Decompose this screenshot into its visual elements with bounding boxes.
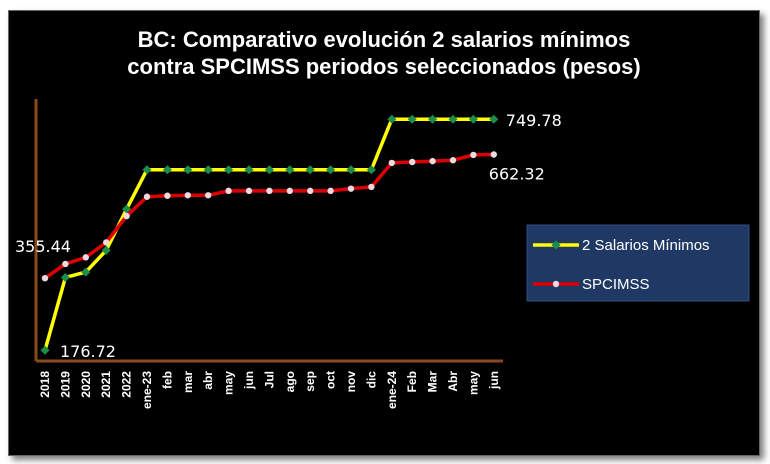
data-point xyxy=(448,114,458,124)
data-point xyxy=(40,345,50,355)
x-tick-label: may xyxy=(222,371,236,395)
data-point xyxy=(101,245,111,255)
x-tick-label: ene-23 xyxy=(140,371,154,409)
axes xyxy=(34,99,503,363)
x-tick-label: abr xyxy=(201,371,215,390)
data-point xyxy=(305,165,315,175)
x-tick-label: Abr xyxy=(446,371,460,392)
data-point xyxy=(264,165,274,175)
data-point xyxy=(142,165,152,175)
legend-marker xyxy=(552,280,560,288)
data-point xyxy=(407,114,417,124)
x-tick-label: 2021 xyxy=(99,371,113,398)
data-point xyxy=(62,260,69,268)
data-point xyxy=(326,165,336,175)
data-point xyxy=(245,187,253,195)
data-point xyxy=(307,187,314,195)
x-tick-label: mar xyxy=(181,371,195,393)
data-labels: 355.44 176.72 749.78 662.32 xyxy=(15,111,562,361)
data-point xyxy=(184,192,191,199)
chart-frame: BC: Comparativo evolución 2 salarios mín… xyxy=(8,10,760,456)
data-point xyxy=(490,151,497,158)
data-point xyxy=(387,114,397,124)
x-tick-label: 2022 xyxy=(120,371,134,398)
legend-label: SPCIMSS xyxy=(582,276,650,293)
data-point xyxy=(468,114,478,124)
data-point xyxy=(266,187,273,195)
x-tick-label: jun xyxy=(487,371,501,390)
legend: 2 Salarios Mínimos SPCIMSS xyxy=(526,224,750,302)
line-chart: BC: Comparativo evolución 2 salarios mín… xyxy=(15,27,750,409)
data-label: 749.78 xyxy=(506,111,562,130)
x-tick-label: Mar xyxy=(426,371,440,393)
x-tick-label: 2019 xyxy=(58,371,72,398)
data-point xyxy=(388,159,395,167)
legend-label: 2 Salarios Mínimos xyxy=(582,237,710,254)
x-tick-label: nov xyxy=(344,371,358,393)
data-point xyxy=(225,187,232,195)
x-tick-label: jun xyxy=(242,371,256,390)
data-point xyxy=(368,183,375,191)
data-point xyxy=(285,165,295,175)
data-point xyxy=(164,192,171,199)
data-point xyxy=(183,165,193,175)
data-point xyxy=(429,157,436,165)
series-layer xyxy=(40,114,499,355)
data-point xyxy=(286,187,293,195)
data-point xyxy=(205,192,212,199)
x-tick-label: dic xyxy=(364,371,378,389)
data-point xyxy=(224,165,234,175)
data-label: 355.44 xyxy=(15,237,71,256)
data-point xyxy=(143,193,151,200)
data-point xyxy=(244,165,254,175)
x-tick-label: ago xyxy=(283,371,297,392)
data-point xyxy=(81,267,91,277)
data-point xyxy=(41,274,49,282)
legend-box xyxy=(526,224,750,302)
data-point xyxy=(82,254,90,261)
data-point xyxy=(449,157,457,164)
data-point xyxy=(347,185,355,192)
x-tick-label: may xyxy=(466,371,480,395)
data-point xyxy=(346,165,356,175)
x-tick-label: Feb xyxy=(405,371,419,392)
data-point xyxy=(103,239,110,246)
x-tick-label: Jul xyxy=(262,371,276,388)
chart-title-line1: BC: Comparativo evolución 2 salarios mín… xyxy=(138,27,631,52)
data-point xyxy=(366,165,376,175)
x-tick-label: feb xyxy=(160,371,174,389)
data-point xyxy=(489,114,499,124)
x-tick-label: 2018 xyxy=(38,371,52,398)
data-point xyxy=(428,114,438,124)
data-point xyxy=(470,151,477,159)
data-point xyxy=(203,165,213,175)
x-tick-label: sep xyxy=(303,371,317,392)
data-label: 662.32 xyxy=(489,164,545,183)
data-label: 176.72 xyxy=(60,342,116,361)
x-tick-label: ene-24 xyxy=(385,371,399,409)
x-tick-label: 2020 xyxy=(79,371,93,398)
data-point xyxy=(162,165,172,175)
chart-title-line2: contra SPCIMSS periodos seleccionados (p… xyxy=(127,54,640,79)
x-tick-label: oct xyxy=(324,371,338,389)
data-point xyxy=(409,158,416,166)
data-point xyxy=(327,187,334,195)
data-point xyxy=(60,272,70,283)
data-point xyxy=(123,212,130,220)
x-tick-labels: 2018 2019 2020 2021 2022 ene-23 feb mar abr may ju… xyxy=(38,371,501,409)
